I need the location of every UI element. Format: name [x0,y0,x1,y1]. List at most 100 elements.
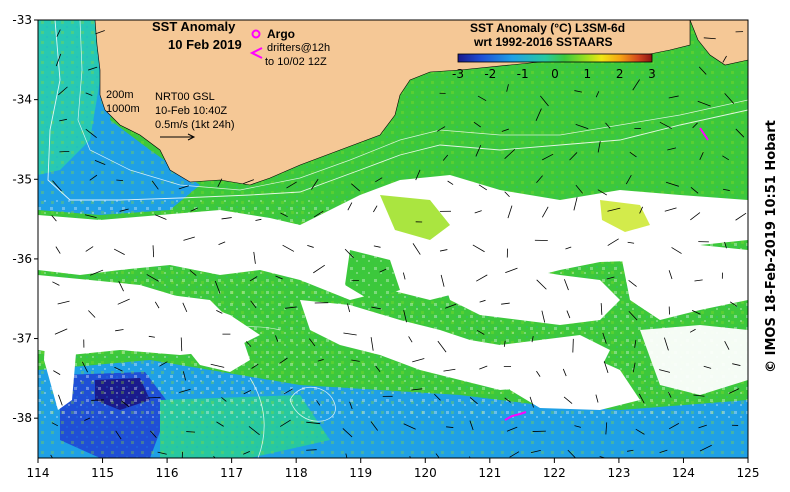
current-vector [689,328,696,333]
current-vector [729,301,738,307]
drifter-track-east [699,127,709,141]
x-tick-label: 117 [220,466,243,480]
colorbar-tick-label: -1 [517,67,529,81]
current-vector [728,388,740,394]
source-label: NRT00 GSL [155,91,215,103]
y-tick-label: -38 [12,411,32,425]
map-area [38,20,748,458]
current-vector [370,421,378,431]
current-vector [564,279,569,291]
x-tick-label: 119 [349,466,372,480]
current-vector [632,362,636,373]
current-vector [703,37,716,40]
current-vector [250,300,257,309]
current-vector [408,336,413,343]
current-vector [599,456,607,458]
drifter-track-south [504,411,527,421]
current-vector [283,388,293,395]
current-vector [724,341,730,350]
y-tick-label: -34 [12,93,32,107]
current-vector [595,394,599,403]
current-vector [316,400,321,406]
current-vector [88,66,98,71]
x-tick-label: 118 [285,466,308,480]
current-vector [251,363,259,369]
current-vector [628,279,637,287]
current-vector [724,93,735,104]
current-vector [189,270,197,276]
current-vector [735,212,747,221]
current-vector [59,118,68,122]
current-vector [51,215,57,222]
argo-label: Argo [267,27,295,41]
current-vector [668,95,679,99]
current-vector [703,365,712,369]
current-vector [635,428,645,435]
current-vector [697,100,711,107]
warm-patch-2 [600,200,650,232]
current-vector [412,358,425,363]
current-vector [279,419,291,427]
current-vector [50,454,53,458]
x-tick-label: 120 [414,466,437,480]
current-vector [435,453,440,458]
drifter-label-1: drifters@12h [267,42,330,54]
current-vector [605,122,611,129]
current-vector [85,128,97,138]
drifter-legend: drifters@12h to 10/02 12Z [249,42,330,68]
current-vector [442,154,449,161]
current-vector [151,180,159,190]
current-vector [639,206,644,214]
current-vector [659,369,671,373]
scale-arrow [160,133,196,141]
current-vector [632,79,640,91]
current-vector [317,359,324,362]
current-vector [436,126,446,132]
current-vector [722,188,730,191]
current-vector [54,328,68,335]
x-tick-label: 122 [543,466,566,480]
current-vector [115,329,124,332]
current-vector [217,178,223,187]
current-vector [531,336,534,343]
current-vector [89,174,98,181]
current-vector [691,310,701,315]
current-vector [668,423,680,430]
current-vector [253,251,256,264]
current-vector [157,451,167,455]
current-vector [347,202,353,211]
current-vector [605,422,608,435]
current-vector [509,451,520,458]
current-vector [536,279,547,290]
current-vector [249,276,258,282]
current-vector [628,310,638,321]
current-vector [216,421,224,427]
current-vector [115,430,122,440]
current-vector [690,212,701,221]
current-vector [659,121,672,129]
y-tick-label: -35 [12,172,32,186]
current-vector [306,449,317,451]
y-tick-label: -37 [12,332,32,346]
current-vector [373,205,378,213]
current-vector [182,371,186,381]
current-vector [607,207,621,212]
current-vector [52,281,60,286]
plot-frame [37,19,749,459]
current-vector [443,368,456,372]
current-vector [182,302,188,313]
current-vector [216,310,223,314]
current-vector [55,246,61,254]
current-vector [180,337,183,352]
current-vector [505,267,518,274]
current-vector [190,207,198,212]
current-vector [575,124,589,130]
current-vector [347,303,351,313]
colorbar-tick-label: -2 [484,67,496,81]
credit-strip: © IMOS 18-Feb-2019 10:51 Hobart [758,0,784,492]
colorbar-title-2: wrt 1992-2016 SSTAARS [473,35,613,49]
current-vector [116,179,124,182]
x-tick-label: 115 [91,466,114,480]
current-vector [597,141,601,153]
